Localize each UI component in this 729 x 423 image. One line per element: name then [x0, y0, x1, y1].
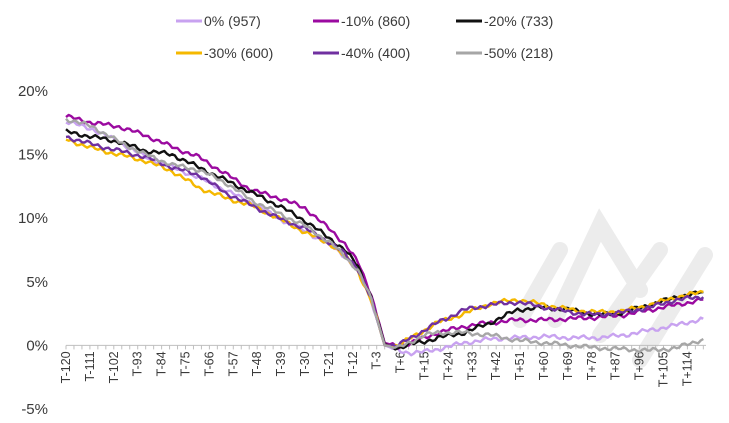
- y-tick-label: -5%: [21, 401, 48, 418]
- x-tick-label: T+24: [441, 351, 455, 380]
- x-tick-label: T+105: [657, 351, 671, 387]
- y-tick-label: 5%: [26, 274, 48, 291]
- x-tick-label: T+51: [513, 351, 527, 380]
- x-tick-label: T-75: [179, 351, 193, 376]
- x-tick-label: T-57: [226, 351, 240, 376]
- series-line: [65, 117, 704, 354]
- x-tick-label: T-3: [370, 351, 384, 369]
- legend-label: 0% (957): [204, 13, 261, 29]
- legend-label: -50% (218): [484, 45, 553, 61]
- x-tick-label: T+6: [394, 351, 408, 373]
- x-tick-label: T+87: [609, 351, 623, 380]
- x-tick-label: T+69: [561, 351, 575, 380]
- x-tick-label: T-48: [250, 351, 264, 376]
- x-tick-label: T+60: [537, 351, 551, 380]
- x-tick-label: T-111: [83, 351, 97, 381]
- x-tick-label: T+96: [633, 351, 647, 380]
- watermark-stroke: [592, 242, 668, 343]
- series-layer: [65, 113, 705, 357]
- x-tick-label: T+33: [465, 351, 479, 380]
- y-tick-label: 20%: [18, 83, 48, 100]
- x-tick-label: T+15: [418, 351, 432, 380]
- y-tick-label: 15%: [18, 147, 48, 164]
- x-tick-label: T-39: [274, 351, 288, 376]
- x-tick-label: T-12: [346, 351, 360, 376]
- chart-legend: 0% (957) -10% (860) -20% (733) -30% (600) -4…: [176, 13, 553, 61]
- legend-label: -20% (733): [484, 13, 553, 29]
- x-tick-label: T-84: [155, 351, 169, 376]
- watermark-logo: [512, 208, 713, 368]
- x-axis: T-120 T-111 T-102 T-93 T-84 T-75 T-66 T-57 T-48 T…: [59, 344, 706, 387]
- legend-label: -40% (400): [341, 45, 410, 61]
- watermark-stroke: [547, 208, 648, 328]
- x-tick-label: T-102: [107, 351, 121, 383]
- x-tick-label: T-93: [131, 351, 145, 376]
- x-tick-label: T-66: [202, 351, 216, 376]
- x-tick-label: T-120: [59, 351, 73, 383]
- legend-label: -10% (860): [341, 13, 410, 29]
- y-tick-label: 10%: [18, 210, 48, 227]
- x-tick-label: T-21: [322, 351, 336, 376]
- x-tick-label: T+42: [489, 351, 503, 380]
- x-tick-label: T+78: [585, 351, 599, 380]
- watermark-stroke: [632, 247, 713, 368]
- y-tick-label: 0%: [26, 337, 48, 354]
- y-axis: -5% 0% 5% 10% 15% 20%: [18, 83, 48, 418]
- legend-label: -30% (600): [204, 45, 273, 61]
- x-tick-label: T+114: [680, 351, 694, 386]
- x-tick-label: T-30: [298, 351, 312, 376]
